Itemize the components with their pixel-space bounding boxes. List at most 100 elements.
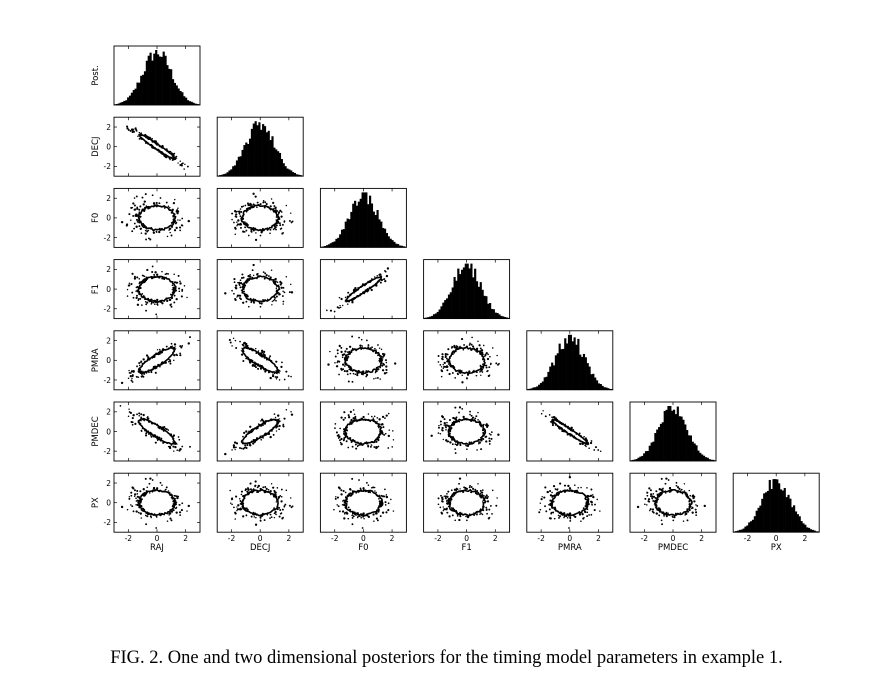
posterior-sample [179,164,182,167]
posterior-sample [352,515,355,518]
posterior-sample [224,292,227,295]
histogram-bar [427,317,430,319]
posterior-sample [371,415,373,418]
posterior-sample [275,513,277,516]
histogram-bar [701,454,704,461]
posterior-sample [245,446,248,449]
posterior-sample [253,516,256,518]
posterior-sample [240,493,243,496]
posterior-axis-label: Post. [91,65,101,86]
posterior-sample [441,353,444,356]
posterior-sample [128,411,131,413]
posterior-sample [568,476,572,479]
posterior-sample [133,495,136,497]
posterior-sample [468,370,471,373]
posterior-sample [384,504,387,506]
posterior-sample [139,205,142,208]
posterior-sample [646,494,649,497]
posterior-sample [247,305,250,308]
posterior-sample [338,373,340,376]
posterior-sample [132,370,135,373]
posterior-sample [344,350,347,353]
histogram-bar [219,175,222,177]
histogram-bar [684,424,687,461]
histogram-bar [179,91,182,105]
posterior-sample [167,361,170,363]
histogram-bar [262,124,265,177]
posterior-sample [126,295,129,297]
posterior-sample [247,234,250,237]
posterior-sample [479,347,482,350]
posterior-sample [466,448,468,451]
histogram-bar [776,479,779,533]
x-tick-label: -2 [434,534,442,543]
posterior-sample [259,519,262,522]
posterior-sample [236,225,238,227]
posterior-sample [380,348,383,351]
posterior-sample [246,295,249,298]
histogram-bar [798,516,801,533]
posterior-sample [173,281,176,284]
x-tick-label: -2 [537,534,545,543]
posterior-sample [177,274,180,277]
posterior-sample [175,297,178,301]
x-tick-label: -2 [331,534,339,543]
posterior-sample [127,415,130,417]
posterior-sample [349,372,352,375]
posterior-sample [583,510,586,513]
histogram-bar [173,82,176,105]
posterior-sample [479,492,482,495]
posterior-sample [146,230,149,233]
posterior-sample [175,210,178,213]
posterior-sample [549,517,552,520]
histogram-bar [119,102,122,105]
posterior-sample [280,500,283,503]
posterior-sample [272,228,275,231]
histogram-bar [462,267,466,319]
posterior-sample [128,408,130,410]
posterior-sample [255,347,257,350]
posterior-sample [169,293,172,296]
posterior-sample [660,488,663,491]
posterior-sample [254,480,257,483]
posterior-sample [144,434,148,437]
posterior-sample [692,496,695,500]
histogram-bar [365,192,368,248]
x-tick-label: 2 [286,534,291,543]
histogram-bar [125,100,128,105]
histogram-bar [282,163,285,177]
histogram-bar [643,453,646,461]
posterior-sample [336,504,338,506]
posterior-sample [344,416,347,419]
histogram-bar [275,149,278,177]
panel-f1-pmra [423,330,511,391]
posterior-sample [385,494,388,496]
posterior-sample [678,487,681,490]
posterior-sample [278,222,281,224]
posterior-sample [259,516,262,519]
posterior-sample [282,303,284,305]
posterior-sample [175,511,178,514]
posterior-sample [482,437,485,441]
posterior-sample [137,135,139,138]
posterior-sample [247,275,250,278]
posterior-sample [448,372,451,376]
posterior-sample [694,508,697,511]
histogram-bar [440,306,443,319]
posterior-sample [173,359,175,362]
posterior-sample [120,220,124,224]
posterior-sample [480,349,484,352]
posterior-sample [281,361,283,364]
posterior-sample [383,495,386,498]
posterior-sample [140,429,143,432]
histogram-bar [779,489,783,533]
posterior-sample [333,508,335,511]
posterior-sample [135,286,138,289]
posterior-sample [273,507,276,510]
posterior-sample [482,431,485,434]
posterior-sample [283,505,286,508]
x-tick-label: -2 [228,534,236,543]
posterior-sample [138,414,141,417]
histogram-bar [387,236,390,248]
histogram-bar [691,441,694,461]
